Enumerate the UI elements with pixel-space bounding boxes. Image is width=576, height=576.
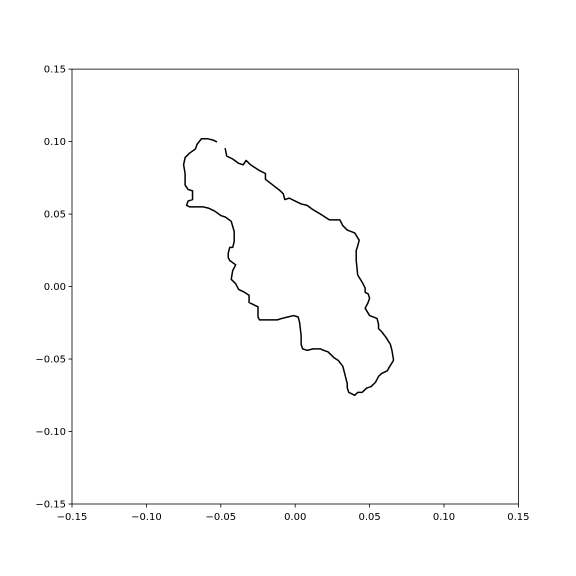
y-tick-label: −0.15 [35, 500, 66, 511]
y-tick-label: 0.10 [44, 137, 66, 148]
y-axis: −0.15 −0.10 −0.05 0.00 0.05 0.10 0.15 [35, 65, 72, 511]
x-tick-label: −0.05 [205, 512, 236, 523]
x-tick-label: −0.15 [57, 512, 88, 523]
x-axis: −0.15 −0.10 −0.05 0.00 0.05 0.10 0.15 [57, 504, 530, 523]
y-tick-label: 0.15 [44, 65, 66, 76]
x-tick-label: −0.10 [131, 512, 162, 523]
series-line-0 [182, 137, 395, 397]
x-tick-label: 0.05 [358, 512, 380, 523]
axes-frame [71, 68, 519, 505]
x-tick-label: 0.00 [284, 512, 306, 523]
x-tick-label: 0.15 [507, 512, 529, 523]
plot-area [182, 137, 395, 397]
y-tick-label: 0.00 [44, 282, 66, 293]
x-tick-label: 0.10 [433, 512, 455, 523]
y-tick-label: 0.05 [44, 210, 66, 221]
y-tick-label: −0.10 [35, 427, 66, 438]
y-tick-label: −0.05 [35, 355, 66, 366]
